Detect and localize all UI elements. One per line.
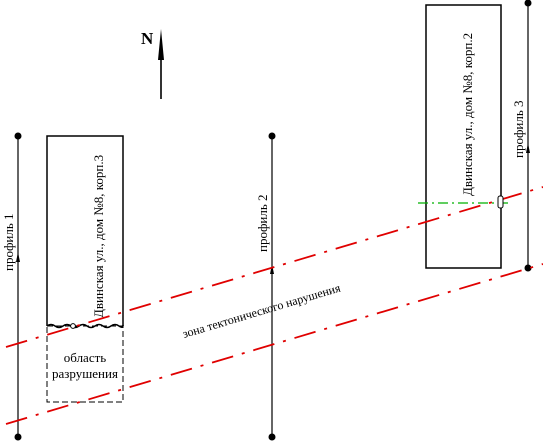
building-korp3-base-marks: [70, 323, 76, 329]
destruction-area-line1: область: [64, 350, 106, 365]
fault-zone-upper-boundary: [5, 186, 543, 348]
destruction-area-line2: разрушения: [52, 366, 118, 381]
building-korp2-crack-mark: [497, 195, 504, 209]
profile-3-arrow: [526, 143, 530, 153]
profile-1-start-point: [14, 132, 22, 140]
profile-2-arrow: [270, 264, 274, 274]
profile-2: профиль 2: [255, 132, 276, 441]
profile-3-end-point: [524, 264, 532, 272]
destruction-area: область разрушения: [46, 325, 124, 403]
building-korp3-outline: [46, 135, 124, 326]
fault-zone-label: зона тектонического нарушения: [181, 280, 343, 340]
building-korp3: Двинская ул., дом №8, корп.3: [46, 135, 124, 329]
building-korp3-crack-mark: [70, 323, 76, 329]
profile-1-arrow: [16, 252, 20, 262]
profile-3-label: профиль 3: [511, 100, 526, 158]
profile-3: профиль 3: [511, 0, 532, 272]
destruction-area-outline: [46, 325, 124, 403]
profile-1: профиль 1: [1, 132, 22, 441]
profile-1-end-point: [14, 433, 22, 441]
fault-zone: зона тектонического нарушения: [5, 186, 543, 425]
profile-3-start-point: [524, 0, 532, 7]
north-arrow: N: [141, 29, 164, 99]
fault-zone-lower-boundary: [5, 263, 543, 425]
building-korp2-label: Двинская ул., дом №8, корп.2: [460, 33, 475, 196]
building-korp2-axis: [418, 195, 508, 209]
profile-1-label: профиль 1: [1, 213, 16, 271]
profile-2-end-point: [268, 433, 276, 441]
building-korp2-outline: [425, 4, 502, 269]
profile-2-start-point: [268, 132, 276, 140]
building-korp2: Двинская ул., дом №8, корп.2: [425, 4, 502, 269]
profile-2-label: профиль 2: [255, 194, 270, 252]
building-korp3-label: Двинская ул., дом №8, корп.3: [91, 155, 106, 318]
north-label: N: [141, 29, 154, 48]
north-arrow-head: [158, 29, 164, 60]
